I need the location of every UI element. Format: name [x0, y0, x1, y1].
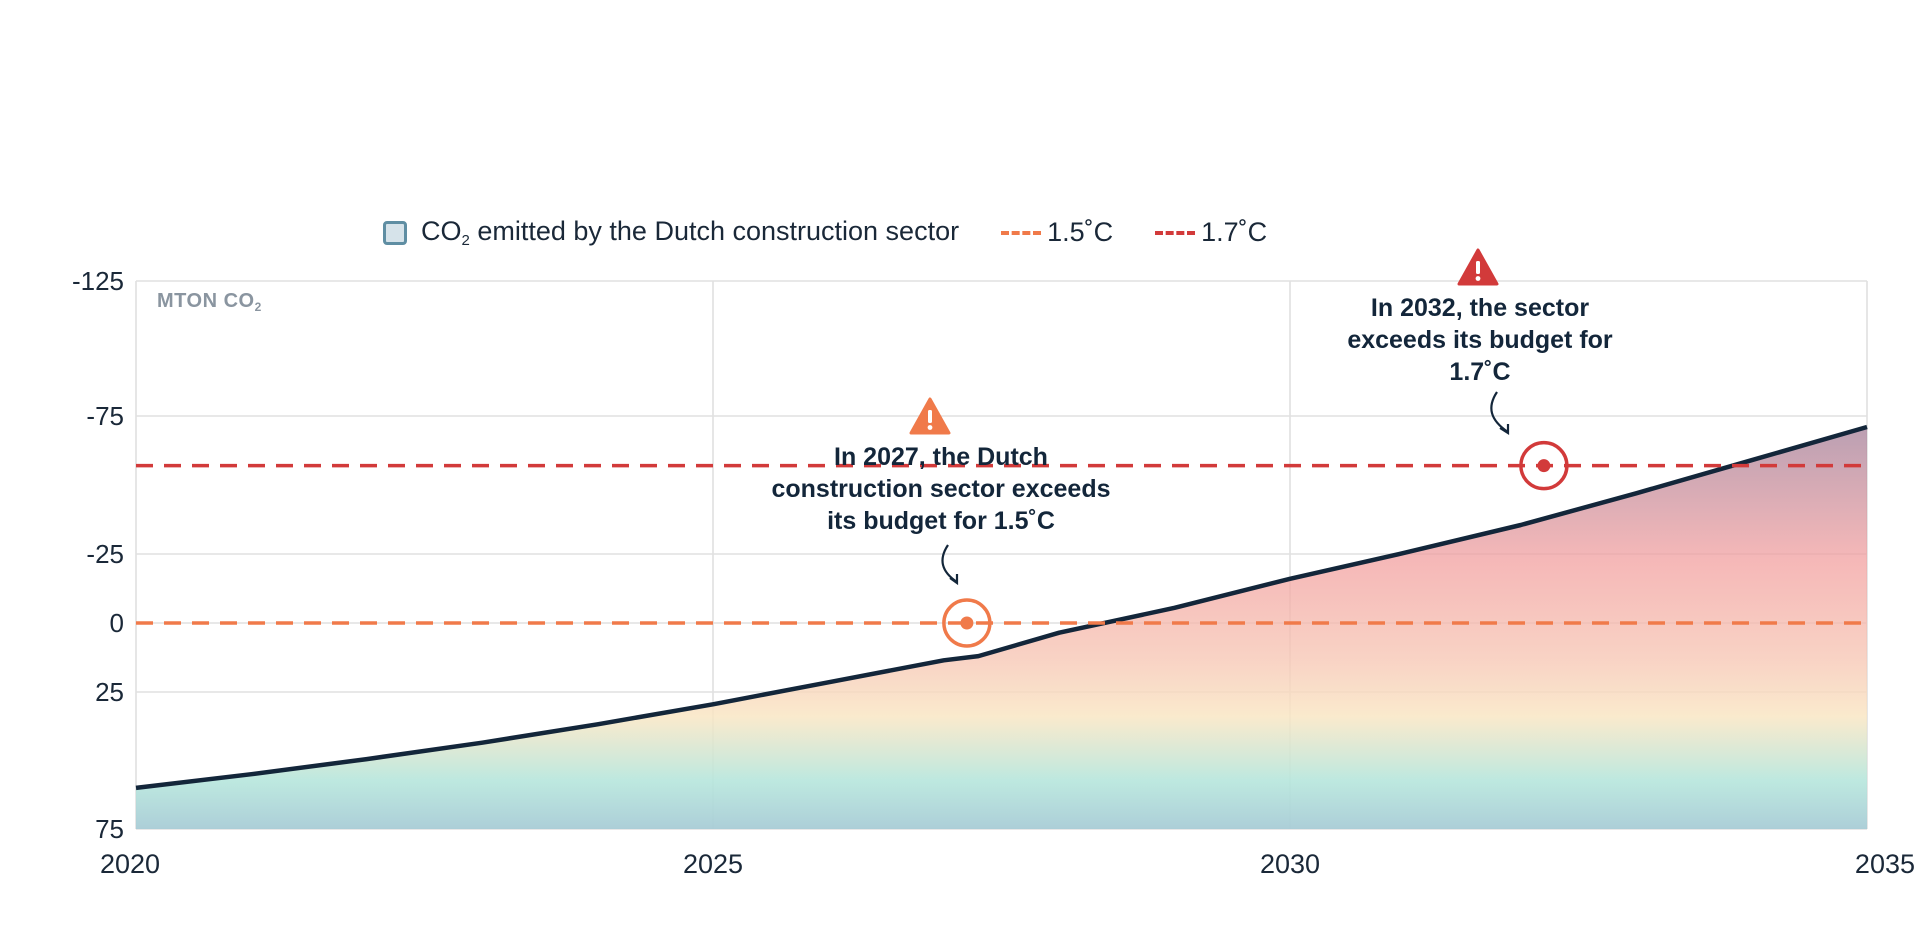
callout-arrow-2027	[941, 544, 958, 583]
legend-dash-17	[1155, 230, 1196, 235]
legend-item-threshold-17[interactable]: 1.7˚C	[1155, 217, 1267, 248]
emissions-area	[136, 427, 1867, 829]
legend-dash-15	[1001, 230, 1042, 235]
x-tick-label: 2030	[1260, 849, 1320, 879]
y-tick-label: 25	[95, 677, 124, 707]
legend-swatch-emissions	[383, 220, 407, 245]
annotation-2027: In 2027, the Dutch construction sector e…	[771, 443, 1111, 535]
y-tick-label: -25	[86, 539, 124, 569]
y-tick-label: 75	[95, 814, 124, 844]
x-tick-label: 2025	[683, 849, 743, 879]
emissions-line	[135, 424, 1868, 791]
warning-triangle-icon	[909, 397, 951, 435]
x-tick-label: 2020	[100, 849, 160, 879]
crossing-marker-dot	[960, 616, 974, 630]
callout-arrowhead-2032	[1499, 424, 1510, 435]
y-tick-label: -75	[86, 401, 124, 431]
callout-arrowhead-2027	[949, 574, 959, 586]
crossing-markers	[942, 440, 1569, 648]
callouts	[909, 248, 1510, 586]
threshold-lines	[136, 463, 1867, 625]
legend-item-threshold-15[interactable]: 1.5˚C	[1001, 217, 1113, 248]
legend-label-emissions: CO2 emitted by the Dutch construction se…	[421, 216, 960, 249]
y-tick-label: -125	[72, 266, 124, 296]
crossing-marker-ring	[942, 598, 992, 648]
crossing-marker-dot	[1537, 459, 1551, 473]
warning-triangle-icon	[1457, 248, 1499, 286]
legend: CO2 emitted by the Dutch construction se…	[383, 216, 1309, 249]
y-tick-label: 0	[110, 608, 124, 638]
y-axis-unit-label: MTON CO2	[157, 290, 262, 314]
legend-item-emissions[interactable]: CO2 emitted by the Dutch construction se…	[383, 216, 959, 249]
callout-arrow-2032	[1490, 391, 1509, 433]
axis-ticks: -125 -75 -25 0 25 75 2020 2025 2030 2035	[72, 266, 1915, 879]
x-tick-label: 2035	[1855, 849, 1915, 879]
annotation-2032: In 2032, the sector exceeds its budget f…	[1347, 294, 1613, 386]
legend-label-17: 1.7˚C	[1201, 217, 1268, 247]
crossing-marker-ring	[1519, 440, 1569, 491]
legend-label-15: 1.5˚C	[1047, 217, 1114, 247]
